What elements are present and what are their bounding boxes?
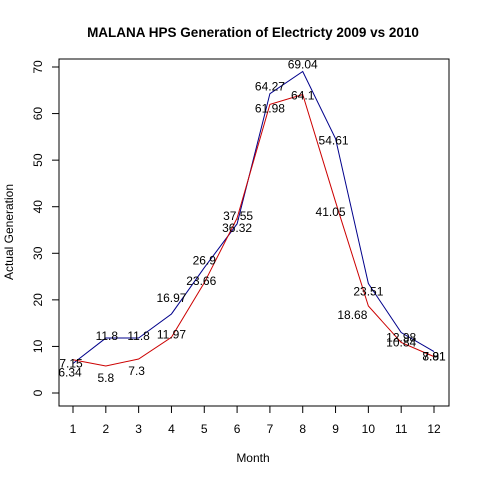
x-tick-label: 1	[70, 422, 77, 436]
data-label-blue: 11.8	[96, 329, 119, 343]
data-label-red: 5.8	[97, 371, 114, 385]
data-label-blue: 69.04	[288, 57, 318, 71]
data-label-red: 18.68	[337, 308, 367, 322]
data-label-red: 64.1	[291, 88, 315, 102]
data-label-red: 61.98	[255, 101, 285, 115]
y-tick-label: 70	[31, 60, 45, 74]
y-tick-label: 50	[31, 153, 45, 167]
data-label-blue: 11.8	[127, 329, 150, 343]
x-tick-label: 10	[362, 422, 376, 436]
x-tick-label: 4	[168, 422, 175, 436]
y-tick-label: 40	[31, 200, 45, 214]
y-tick-label: 10	[31, 339, 45, 353]
x-tick-label: 7	[267, 422, 274, 436]
x-tick-label: 9	[332, 422, 339, 436]
data-label-blue: 36.32	[222, 221, 252, 235]
x-tick-label: 5	[201, 422, 208, 436]
data-label-red: 37.55	[223, 209, 253, 223]
data-label-red: 11.97	[157, 327, 186, 341]
y-tick-label: 0	[31, 389, 45, 396]
data-label-red: 10.84	[386, 336, 416, 350]
data-label-blue: 8.91	[422, 350, 446, 364]
x-axis-title: Month	[236, 451, 269, 465]
data-label-blue: 6.34	[58, 365, 82, 379]
y-axis-title: Actual Generation	[2, 184, 16, 280]
x-tick-label: 12	[427, 422, 441, 436]
x-tick-label: 11	[395, 422, 408, 436]
data-label-red: 41.05	[316, 205, 346, 219]
data-label-blue: 16.97	[156, 291, 186, 305]
data-label-blue: 64.27	[255, 80, 285, 94]
chart-title: MALANA HPS Generation of Electricty 2009…	[87, 25, 419, 40]
y-tick-label: 30	[31, 246, 45, 260]
data-label-red: 7.81	[422, 350, 446, 364]
data-label-red: 7.15	[59, 357, 83, 371]
x-tick-label: 8	[299, 422, 306, 436]
series-line-blue	[72, 70, 435, 364]
series-line-red	[72, 93, 435, 367]
data-label-blue: 12.98	[386, 331, 416, 345]
data-label-red: 7.3	[128, 364, 145, 378]
data-label-blue: 23.51	[353, 285, 383, 299]
x-tick-label: 6	[234, 422, 241, 436]
x-tick-label: 2	[102, 422, 109, 436]
plot-frame	[58, 58, 450, 407]
y-tick-label: 60	[31, 107, 45, 121]
data-label-blue: 26.9	[193, 254, 217, 268]
x-tick-label: 3	[135, 422, 142, 436]
data-label-blue: 54.61	[319, 134, 349, 148]
data-label-red: 23.66	[186, 274, 216, 288]
y-tick-label: 20	[31, 293, 45, 307]
